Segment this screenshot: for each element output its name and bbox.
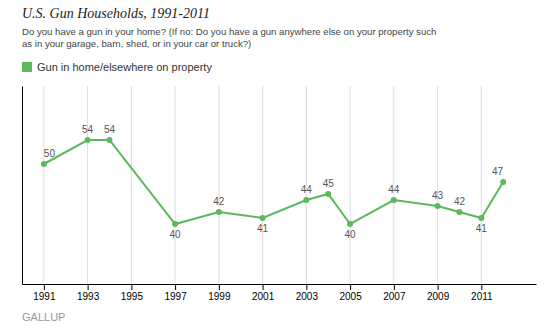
x-tick: 1995 [121, 284, 144, 302]
point [325, 191, 331, 197]
point [41, 161, 47, 167]
x-tick-label: 2007 [383, 291, 406, 302]
point [172, 221, 178, 227]
x-tick-mark [350, 284, 351, 290]
x-tick-label: 2005 [339, 291, 362, 302]
point [347, 221, 353, 227]
x-tick-label: 1993 [77, 291, 100, 302]
x-axis: 1991 1993 1995 1997 1999 2001 2003 2005 2007 2009… [23, 284, 537, 302]
data-label: 44 [301, 184, 313, 195]
x-tick: 2009 [427, 284, 450, 302]
data-label: 40 [170, 229, 182, 240]
data-label: 54 [82, 124, 94, 135]
y-axis [22, 87, 23, 285]
data-label: 45 [323, 178, 335, 189]
data-label: 41 [257, 223, 269, 234]
annotation: GALLUP [22, 311, 65, 323]
grid-line [437, 86, 438, 284]
grid-line [43, 86, 44, 284]
x-tick-label: 2009 [427, 291, 450, 302]
point [478, 215, 484, 221]
data-label: 42 [213, 196, 225, 207]
subtitle: as in your garage, barn, shed, or in you… [22, 38, 251, 49]
x-tick-label: 2003 [296, 291, 319, 302]
legend: Gun in home/elsewhere on property [22, 61, 212, 73]
data-label: 54 [104, 124, 116, 135]
grid-line [350, 86, 351, 284]
grid-line [87, 86, 88, 284]
grid-line [131, 86, 132, 284]
x-tick-mark [88, 284, 89, 290]
data-label: 40 [345, 229, 357, 240]
data-label: 47 [492, 166, 504, 177]
x-tick-mark [306, 284, 307, 290]
data-label: 43 [432, 190, 444, 201]
x-tick-mark [481, 284, 482, 290]
marks [41, 137, 506, 227]
point [435, 203, 441, 209]
line [44, 140, 503, 224]
legend-label: Gun in home/elsewhere on property [37, 61, 212, 73]
point [216, 209, 222, 215]
point [391, 197, 397, 203]
grid [44, 86, 481, 284]
x-tick-label: 2011 [471, 291, 493, 302]
grid-line [175, 86, 176, 284]
x-tick: 1991 [33, 284, 56, 302]
data-labels: 50 54 54 40 42 41 44 45 40 44 43 42 41 47 [44, 124, 504, 240]
data-label: 44 [388, 184, 400, 195]
point [456, 209, 462, 215]
x-tick: 2007 [383, 284, 406, 302]
x-tick: 1993 [77, 284, 100, 302]
point [85, 137, 91, 143]
x-tick-label: 1995 [121, 291, 144, 302]
data-label: 42 [454, 196, 466, 207]
x-tick-mark [438, 284, 439, 290]
data-label: 50 [44, 148, 56, 159]
x-tick: 2011 [471, 284, 493, 302]
x-tick: 2001 [252, 284, 275, 302]
x-tick: 1997 [164, 284, 187, 302]
x-tick-label: 2001 [252, 291, 275, 302]
point [106, 137, 112, 143]
point [303, 197, 309, 203]
data-label: 41 [476, 223, 488, 234]
grid-line [262, 86, 263, 284]
x-tick-mark [175, 284, 176, 290]
subtitle: Do you have a gun in your home? (If no: … [22, 26, 436, 37]
grid-line [481, 86, 482, 284]
x-tick: 1999 [208, 284, 231, 302]
x-tick-mark [44, 284, 45, 290]
chart: U.S. Gun Households, 1991-2011 Do you hav… [0, 0, 550, 326]
grid-line [218, 86, 219, 284]
x-tick: 2003 [296, 284, 319, 302]
x-tick-label: 1999 [208, 291, 231, 302]
point [260, 215, 266, 221]
x-tick-mark [131, 284, 132, 290]
x-tick-mark [219, 284, 220, 290]
x-tick-label: 1991 [33, 291, 56, 302]
x-tick-label: 1997 [164, 291, 187, 302]
point [500, 179, 506, 185]
plot: 1991 1993 1995 1997 1999 2001 2003 2005 2007 2009… [23, 86, 537, 302]
title: U.S. Gun Households, 1991-2011 [22, 6, 210, 21]
x-tick: 2005 [339, 284, 362, 302]
x-tick-mark [263, 284, 264, 290]
x-axis-line [23, 284, 537, 285]
x-tick-mark [394, 284, 395, 290]
legend-swatch [22, 62, 32, 72]
y-axis-line [22, 87, 23, 285]
